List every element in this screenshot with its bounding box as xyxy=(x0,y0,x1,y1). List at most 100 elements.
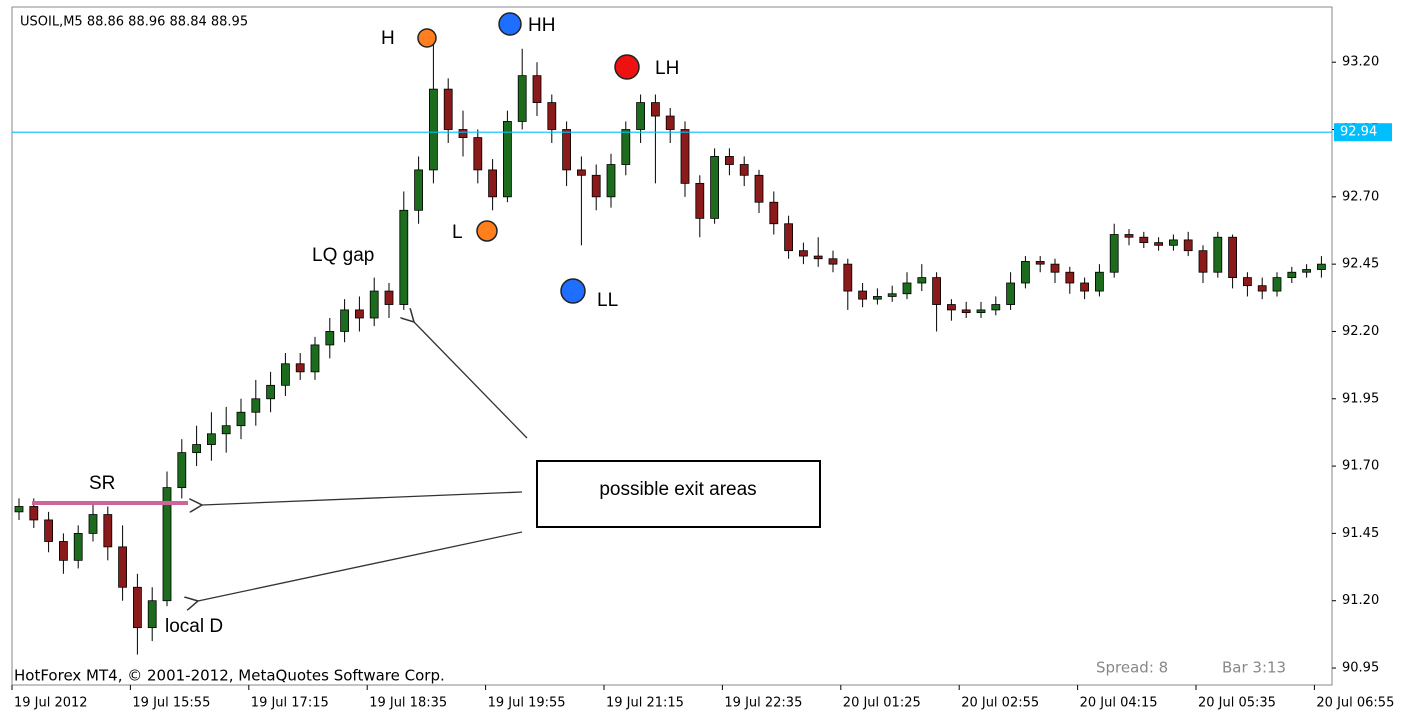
spread: Spread: 8 xyxy=(1096,659,1168,677)
y-tick-label: 90.95 xyxy=(1342,661,1379,676)
candle-body xyxy=(221,425,231,435)
candle-body xyxy=(1095,271,1104,292)
bar-timer: Bar 3:13 xyxy=(1222,659,1286,677)
candle-body xyxy=(1317,263,1326,270)
arrow xyxy=(202,491,523,505)
candle-body xyxy=(547,102,557,130)
h-marker xyxy=(417,28,437,48)
candle-body xyxy=(858,290,867,300)
candle-body xyxy=(591,174,601,198)
x-tick-label: 19 Jul 17:15 xyxy=(251,696,329,711)
candle-body xyxy=(1006,282,1015,305)
candle-body xyxy=(206,433,216,445)
candle-body xyxy=(813,255,823,260)
candle-body xyxy=(192,444,202,454)
candle-body xyxy=(1228,236,1237,279)
plot-frame xyxy=(11,6,1333,686)
candle-body xyxy=(340,309,350,332)
h-label: H xyxy=(381,28,395,49)
candle-body xyxy=(103,514,113,548)
candle-body xyxy=(843,263,853,292)
copyright: HotForex MT4, © 2001-2012, MetaQuotes So… xyxy=(14,667,445,685)
x-tick-label: 20 Jul 04:15 xyxy=(1080,696,1158,711)
candle-body xyxy=(725,156,734,165)
candle-body xyxy=(710,156,719,219)
candle-body xyxy=(132,586,142,629)
lq-gap-label: LQ gap xyxy=(312,245,374,266)
candle-body xyxy=(1080,282,1089,292)
candle-body xyxy=(828,258,838,265)
candle-body xyxy=(1109,234,1119,273)
local-d-label: local D xyxy=(165,616,223,637)
candle-body xyxy=(502,121,512,198)
candle-body xyxy=(1021,261,1030,284)
arrow xyxy=(198,531,523,601)
y-tick-label: 92.45 xyxy=(1342,257,1379,272)
candle-body xyxy=(147,600,157,629)
candle-body xyxy=(665,115,675,130)
candle-body xyxy=(754,174,764,203)
x-tick-label: 19 Jul 22:35 xyxy=(724,696,802,711)
candle-body xyxy=(769,201,779,225)
candle-body xyxy=(162,487,172,602)
y-tick-label: 91.95 xyxy=(1342,391,1379,406)
candle-body xyxy=(369,290,379,319)
candle-body xyxy=(1243,277,1252,287)
candle-body xyxy=(902,282,912,295)
candle-body xyxy=(1065,271,1075,284)
candle-body xyxy=(1287,271,1297,279)
candle-body xyxy=(488,169,498,198)
candle-body xyxy=(1198,250,1208,273)
symbol-header: USOIL,M5 88.86 88.96 88.84 88.95 xyxy=(20,15,248,30)
candle-body xyxy=(799,250,808,257)
candle-body xyxy=(517,75,527,122)
x-tick-label: 19 Jul 18:35 xyxy=(369,696,447,711)
y-tick-label: 91.20 xyxy=(1342,593,1379,608)
y-tick-label: 92.20 xyxy=(1342,324,1379,339)
x-tick-label: 19 Jul 15:55 xyxy=(132,696,210,711)
candle-body xyxy=(784,223,793,252)
candle-body xyxy=(961,309,971,314)
candle-body xyxy=(177,452,187,489)
candle-body xyxy=(325,331,335,346)
candle-body xyxy=(88,514,98,534)
exit-box-text: possible exit areas xyxy=(599,479,756,500)
candle-body xyxy=(1154,242,1163,246)
candle-body xyxy=(473,137,483,171)
candle-body xyxy=(1257,285,1267,292)
candle-body xyxy=(295,363,305,373)
candle-body xyxy=(266,384,276,400)
lh-marker xyxy=(614,54,640,80)
x-tick-label: 19 Jul 21:15 xyxy=(606,696,684,711)
y-tick-label: 91.45 xyxy=(1342,526,1379,541)
l-marker xyxy=(476,220,498,242)
candle-body xyxy=(932,277,941,305)
hh-label: HH xyxy=(528,15,555,36)
candle-body xyxy=(680,129,690,184)
candle-body xyxy=(532,75,542,103)
hh-marker xyxy=(498,12,522,36)
candle-body xyxy=(310,344,320,373)
candle-body xyxy=(236,411,246,427)
candle-body xyxy=(621,129,631,165)
candle-body xyxy=(458,129,468,138)
candle-body xyxy=(1213,236,1223,273)
candle-body xyxy=(399,209,409,305)
candle-body xyxy=(873,296,882,300)
x-tick-label: 19 Jul 19:55 xyxy=(488,696,566,711)
y-tick-label: 93.20 xyxy=(1342,55,1379,70)
candle-body xyxy=(577,169,586,176)
candle-body xyxy=(1302,269,1311,273)
arrow xyxy=(414,322,528,439)
ll-label: LL xyxy=(597,290,618,311)
candle-body xyxy=(562,129,571,171)
candle-body xyxy=(14,506,24,513)
candle-body xyxy=(73,533,83,561)
candle-body xyxy=(59,541,68,561)
candle-body xyxy=(1183,239,1193,252)
candle-body xyxy=(118,546,127,588)
price-tag xyxy=(1334,123,1392,142)
candle-body xyxy=(414,169,424,211)
candle-body xyxy=(1272,277,1282,292)
